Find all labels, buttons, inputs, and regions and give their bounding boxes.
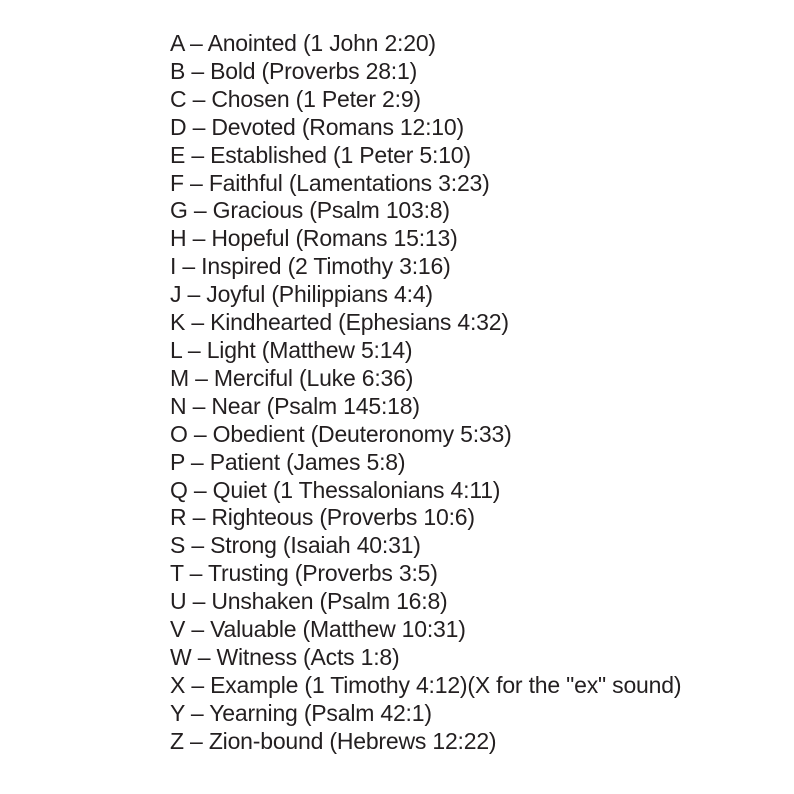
list-item: C – Chosen (1 Peter 2:9)	[170, 85, 421, 112]
list-item: O – Obedient (Deuteronomy 5:33)	[170, 420, 512, 447]
list-item: V – Valuable (Matthew 10:31)	[170, 616, 466, 643]
letter-list: A – Anointed (1 John 2:20) B – Bold (Prov…	[170, 30, 681, 756]
list-item: S – Strong (Isaiah 40:31)	[170, 532, 421, 559]
list-item: H – Hopeful (Romans 15:13)	[170, 225, 458, 252]
list-item: F – Faithful (Lamentations 3:23)	[170, 169, 490, 196]
list-item: U – Unshaken (Psalm 16:8)	[170, 588, 448, 615]
list-item: G – Gracious (Psalm 103:8)	[170, 197, 450, 224]
list-item: X – Example (1 Timothy 4:12)(X for the "…	[170, 671, 682, 698]
list-item: T – Trusting (Proverbs 3:5)	[170, 560, 438, 587]
list-item: Z – Zion-bound (Hebrews 12:22)	[170, 727, 497, 754]
list-item: J – Joyful (Philippians 4:4)	[170, 281, 433, 308]
list-item: R – Righteous (Proverbs 10:6)	[170, 504, 475, 531]
list-item: P – Patient (James 5:8)	[170, 448, 406, 475]
list-item: Q – Quiet (1 Thessalonians 4:11)	[170, 476, 501, 503]
list-item: D – Devoted (Romans 12:10)	[170, 113, 464, 140]
list-item: L – Light (Matthew 5:14)	[170, 336, 413, 363]
list-item: M – Merciful (Luke 6:36)	[170, 364, 414, 391]
list-item: I – Inspired (2 Timothy 3:16)	[170, 253, 451, 280]
list-item: A – Anointed (1 John 2:20)	[170, 30, 436, 56]
list-item: Y – Yearning (Psalm 42:1)	[170, 699, 432, 726]
list-item: E – Established (1 Peter 5:10)	[170, 141, 471, 168]
list-item: N – Near (Psalm 145:18)	[170, 392, 420, 419]
list-item: K – Kindhearted (Ephesians 4:32)	[170, 309, 509, 336]
list-item: B – Bold (Proverbs 28:1)	[170, 57, 418, 84]
list-item: W – Witness (Acts 1:8)	[170, 643, 400, 670]
